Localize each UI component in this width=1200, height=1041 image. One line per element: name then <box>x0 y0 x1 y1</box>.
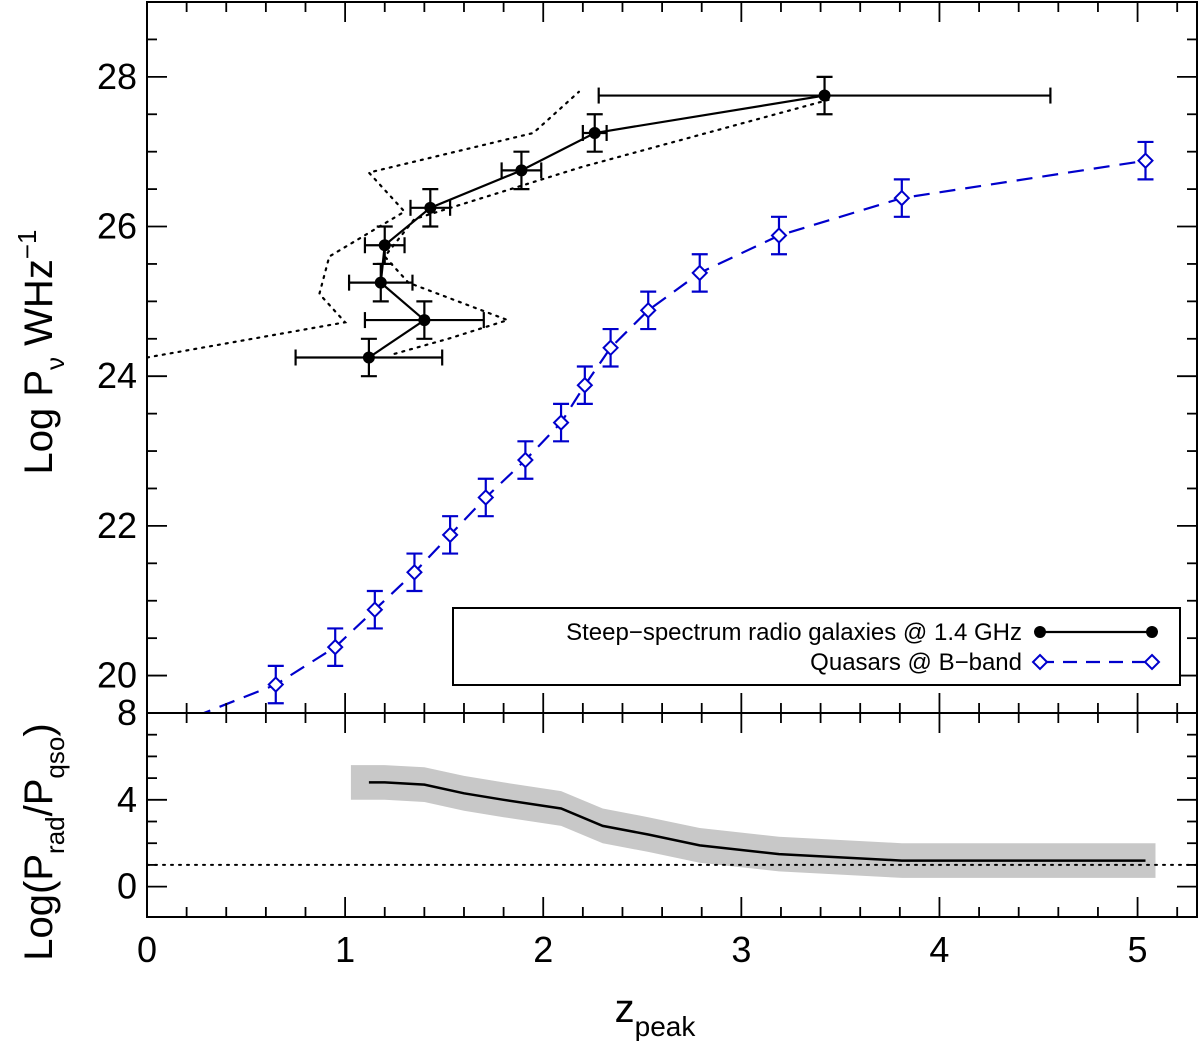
top-series <box>200 75 1154 713</box>
quasar-point <box>576 376 594 394</box>
x-tick-labels: 0 1 2 3 4 5 <box>137 929 1148 970</box>
quasar-point <box>770 227 788 244</box>
quasar-point <box>639 301 657 319</box>
radio-galaxy-point <box>588 126 601 139</box>
radio-galaxy-point <box>362 351 375 364</box>
bottom-panel-frame <box>146 712 1198 918</box>
y-tick-label: 8 <box>117 692 137 733</box>
ratio-band <box>350 765 1156 878</box>
radio-galaxy-point <box>378 239 391 252</box>
bottom-panel: 0 4 8 0 1 2 3 4 5 <box>117 692 1198 970</box>
legend-sample-radio-galaxies <box>1034 626 1158 638</box>
quasar-point <box>602 339 619 357</box>
quasar-point <box>366 601 384 619</box>
bottom-panel-ticks <box>146 712 1197 917</box>
quasar-point <box>326 638 344 656</box>
ratio-uncertainty-band <box>147 765 1197 878</box>
legend-marker-quasars <box>1031 653 1049 671</box>
quasar-series-line <box>200 159 1146 713</box>
top-y-axis-title: Log Pν WHz−1 <box>12 230 70 475</box>
x-tick-label: 3 <box>731 929 751 970</box>
y-tick-label: 22 <box>97 505 137 546</box>
envelope-upper-line <box>147 90 581 359</box>
y-tick-label: 4 <box>117 779 137 820</box>
radio-galaxy-envelope <box>147 90 832 359</box>
legend-marker-radio-galaxies <box>1034 626 1046 638</box>
radio-galaxy-point <box>424 201 437 214</box>
ratio-curve <box>368 781 1146 862</box>
top-panel-ticks <box>146 1 1197 713</box>
legend-label-radio-galaxies: Steep−spectrum radio galaxies @ 1.4 GHz <box>566 619 1022 646</box>
quasar-point <box>893 189 911 207</box>
legend-box <box>452 607 1181 686</box>
top-y-tick-labels: 20 22 24 26 28 <box>97 56 137 696</box>
y-tick-label: 20 <box>97 655 137 696</box>
y-tick-label: 0 <box>117 866 137 907</box>
quasar-point <box>516 451 534 469</box>
y-tick-label: 26 <box>97 206 137 247</box>
y-tick-label: 24 <box>97 355 137 396</box>
x-tick-label: 0 <box>137 929 157 970</box>
ratio-line <box>368 781 1146 862</box>
quasar-point <box>552 414 570 432</box>
envelope-lower-line <box>383 98 832 355</box>
x-tick-label: 1 <box>335 929 355 970</box>
quasar-point <box>406 563 423 581</box>
legend: Steep−spectrum radio galaxies @ 1.4 GHz … <box>452 607 1181 686</box>
x-tick-label: 4 <box>929 929 949 970</box>
legend-marker-quasars <box>1143 653 1161 671</box>
bottom-frame-rect <box>146 712 1198 918</box>
quasar-point <box>691 264 709 282</box>
top-panel: 20 22 24 26 28 <box>97 1 1198 714</box>
quasar-point <box>477 489 495 506</box>
x-tick-label: 5 <box>1128 929 1148 970</box>
quasar-point <box>267 676 285 693</box>
radio-galaxy-point <box>515 164 528 177</box>
legend-sample-quasars <box>1031 653 1161 671</box>
bottom-y-tick-labels: 0 4 8 <box>117 692 137 907</box>
bottom-y-axis-title: Log(Prad/Pqso) <box>17 723 70 960</box>
radio-galaxy-point <box>418 314 431 327</box>
x-tick-label: 2 <box>533 929 553 970</box>
radio-galaxy-point <box>818 89 831 102</box>
radio-galaxy-point <box>374 276 387 289</box>
legend-marker-radio-galaxies <box>1146 626 1158 638</box>
y-tick-label: 28 <box>97 56 137 97</box>
quasar-point <box>1137 152 1154 170</box>
x-axis-title: zpeak <box>615 987 697 1041</box>
legend-label-quasars: Quasars @ B−band <box>810 649 1022 676</box>
quasar-point <box>441 526 459 544</box>
